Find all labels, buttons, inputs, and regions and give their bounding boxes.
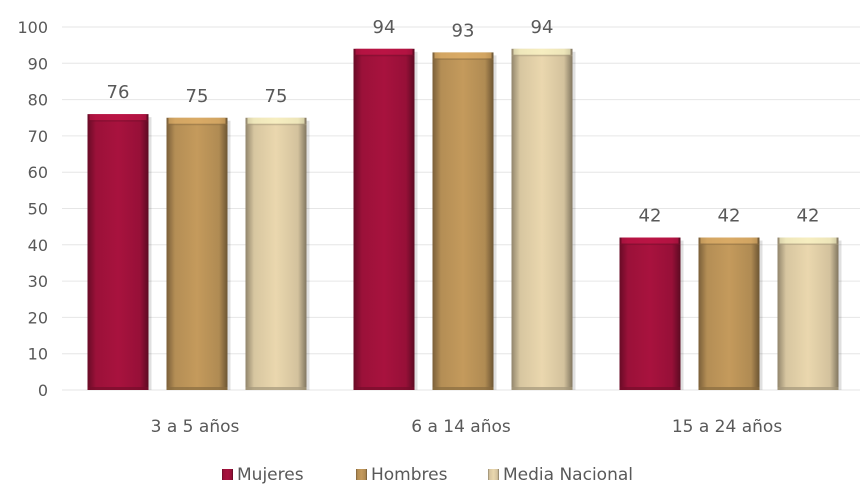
legend-label: Hombres bbox=[371, 465, 448, 485]
data-label: 42 bbox=[639, 206, 662, 227]
data-label: 94 bbox=[531, 17, 554, 38]
y-tick-label: 100 bbox=[17, 18, 48, 37]
bars bbox=[87, 48, 842, 391]
legend: Mujeres Hombres Media Nacional bbox=[222, 465, 633, 485]
bar bbox=[511, 48, 576, 390]
x-axis-categories: 3 a 5 años 6 a 14 años 15 a 24 años bbox=[151, 417, 783, 437]
y-tick-label: 70 bbox=[28, 127, 48, 146]
legend-item: Mujeres bbox=[222, 465, 304, 485]
y-tick-label: 80 bbox=[28, 91, 48, 110]
data-labels: 76 75 75 94 93 94 42 42 42 bbox=[107, 17, 820, 227]
bar bbox=[245, 117, 310, 390]
y-tick-label: 10 bbox=[28, 345, 48, 364]
legend-swatch bbox=[222, 469, 233, 480]
y-tick-label: 90 bbox=[28, 54, 48, 73]
bar bbox=[87, 114, 152, 391]
legend-label: Media Nacional bbox=[503, 465, 633, 485]
legend-swatch bbox=[356, 469, 367, 480]
legend-item: Hombres bbox=[356, 465, 448, 485]
category-label: 15 a 24 años bbox=[672, 417, 782, 437]
bar bbox=[619, 237, 684, 390]
bar bbox=[698, 237, 763, 390]
y-tick-label: 50 bbox=[28, 200, 48, 219]
data-label: 94 bbox=[373, 17, 396, 38]
bar bbox=[777, 237, 842, 390]
bar bbox=[432, 52, 497, 390]
data-label: 42 bbox=[718, 206, 741, 227]
legend-item: Media Nacional bbox=[488, 465, 633, 485]
data-label: 75 bbox=[186, 86, 209, 107]
legend-swatch bbox=[488, 469, 499, 480]
y-axis-ticks: 0 10 20 30 40 50 60 70 80 90 100 bbox=[17, 18, 48, 400]
category-label: 6 a 14 años bbox=[411, 417, 511, 437]
category-label: 3 a 5 años bbox=[151, 417, 240, 437]
y-tick-label: 30 bbox=[28, 272, 48, 291]
data-label: 75 bbox=[265, 86, 288, 107]
y-tick-label: 0 bbox=[38, 381, 48, 400]
y-tick-label: 20 bbox=[28, 308, 48, 327]
bar bbox=[166, 117, 231, 390]
legend-label: Mujeres bbox=[237, 465, 304, 485]
data-label: 42 bbox=[797, 206, 820, 227]
y-tick-label: 60 bbox=[28, 163, 48, 182]
data-label: 76 bbox=[107, 82, 130, 103]
data-label: 93 bbox=[452, 20, 475, 41]
y-tick-label: 40 bbox=[28, 236, 48, 255]
bar bbox=[353, 48, 418, 390]
